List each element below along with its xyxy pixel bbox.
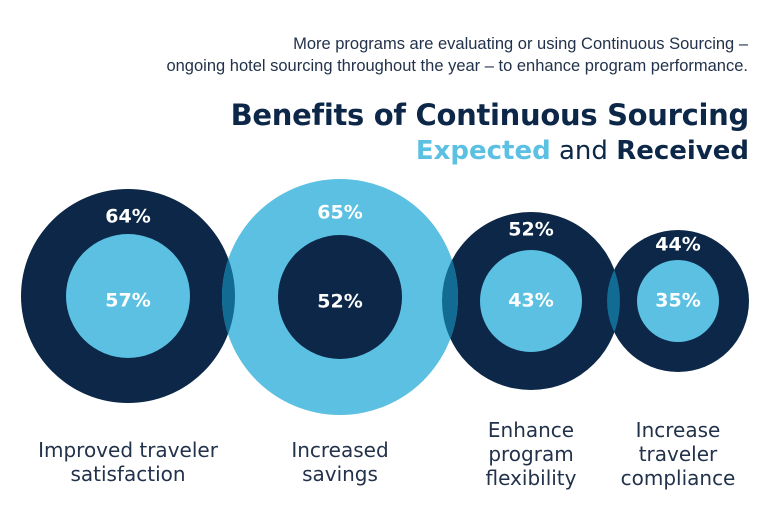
- category-label-2: Increased savings: [240, 438, 440, 486]
- expected-value-label-1: 64%: [105, 206, 150, 228]
- received-value-label-1: 57%: [105, 290, 150, 312]
- category-label-line: Increased: [291, 438, 389, 462]
- received-value-label-3: 43%: [508, 290, 553, 312]
- expected-value-label-3: 52%: [508, 219, 553, 241]
- category-label-line: Enhance: [487, 418, 575, 442]
- received-value-label-4: 35%: [655, 290, 700, 312]
- category-label-line: flexibility: [485, 466, 577, 490]
- chart-title: Benefits of Continuous Sourcing: [230, 98, 750, 132]
- intro-text: More programs are evaluating or using Co…: [166, 33, 748, 77]
- expected-value-label-2: 65%: [317, 202, 362, 224]
- legend-received: Received: [616, 136, 749, 166]
- intro-line-2: ongoing hotel sourcing throughout the ye…: [166, 57, 748, 75]
- inner-circle-3: [480, 250, 582, 352]
- inner-circle-1: [66, 234, 190, 358]
- category-label-line: program: [488, 442, 574, 466]
- category-label-3: Enhance program flexibility: [456, 418, 606, 490]
- category-label-line: traveler: [638, 442, 718, 466]
- category-label-line: satisfaction: [70, 462, 186, 486]
- legend-and: and: [559, 136, 608, 166]
- category-label-1: Improved traveler satisfaction: [28, 438, 228, 486]
- received-value-label-2: 52%: [317, 291, 362, 313]
- legend-expected: Expected: [415, 136, 551, 166]
- category-label-line: Increase: [635, 418, 721, 442]
- chart-subtitle: Expected and Received: [416, 135, 749, 167]
- category-label-line: Improved traveler: [38, 438, 218, 462]
- inner-circle-4: [637, 260, 719, 342]
- category-label-line: savings: [302, 462, 378, 486]
- category-label-line: compliance: [620, 466, 736, 490]
- expected-value-label-4: 44%: [655, 234, 700, 256]
- value-labels: 64% 65% 52% 44% 57% 52% 43% 35%: [105, 202, 700, 313]
- inner-circles: [66, 234, 719, 359]
- inner-circle-2: [278, 235, 402, 359]
- intro-line-1: More programs are evaluating or using Co…: [293, 35, 748, 53]
- category-label-4: Increase traveler compliance: [603, 418, 753, 490]
